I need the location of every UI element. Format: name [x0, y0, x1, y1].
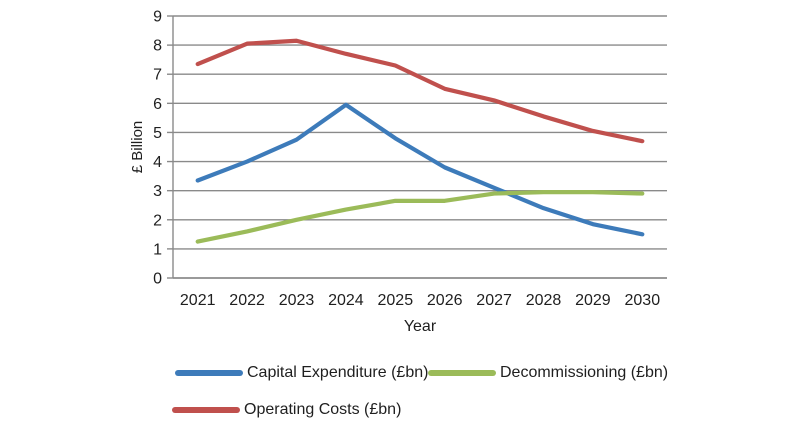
operating-costs-line-swatch [172, 407, 240, 413]
x-tick-label: 2030 [625, 292, 661, 309]
x-axis-title: Year [404, 318, 437, 335]
y-axis-title: £ Billion [129, 121, 146, 174]
y-tick-label: 8 [153, 38, 162, 55]
x-tick-label: 2024 [328, 292, 364, 309]
y-tick-label: 5 [153, 125, 162, 142]
legend-label-decommissioning: Decommissioning (£bn) [500, 364, 669, 381]
legend-item-operating-costs: Operating Costs (£bn) [172, 401, 401, 419]
legend-item-capital-expenditure: Capital Expenditure (£bn) [175, 364, 428, 382]
y-tick-label: 3 [153, 183, 162, 200]
y-tick-label: 2 [153, 212, 162, 229]
y-tick-label: 4 [153, 154, 162, 171]
y-tick-label: 0 [153, 271, 162, 288]
x-tick-label: 2023 [279, 292, 315, 309]
x-tick-label: 2025 [378, 292, 414, 309]
series-line-2 [195, 38, 645, 144]
series-line-1 [195, 190, 645, 244]
x-tick-label: 2021 [180, 292, 216, 309]
decommissioning-line-swatch [428, 370, 496, 376]
legend-label-capital-expenditure: Capital Expenditure (£bn) [247, 364, 429, 381]
x-tick-label: 2029 [575, 292, 611, 309]
x-tick-label: 2028 [526, 292, 562, 309]
y-tick-label: 7 [153, 67, 162, 84]
x-tick-label: 2026 [427, 292, 463, 309]
y-tick-label: 9 [153, 9, 162, 26]
legend-label-operating-costs: Operating Costs (£bn) [244, 401, 402, 418]
y-tick-label: 6 [153, 96, 162, 113]
series-line-0 [195, 102, 645, 237]
x-tick-label: 2027 [476, 292, 512, 309]
y-tick-label: 1 [153, 241, 162, 258]
legend-item-decommissioning: Decommissioning (£bn) [428, 364, 668, 382]
capital-expenditure-line-swatch [175, 370, 243, 376]
x-tick-label: 2022 [229, 292, 265, 309]
